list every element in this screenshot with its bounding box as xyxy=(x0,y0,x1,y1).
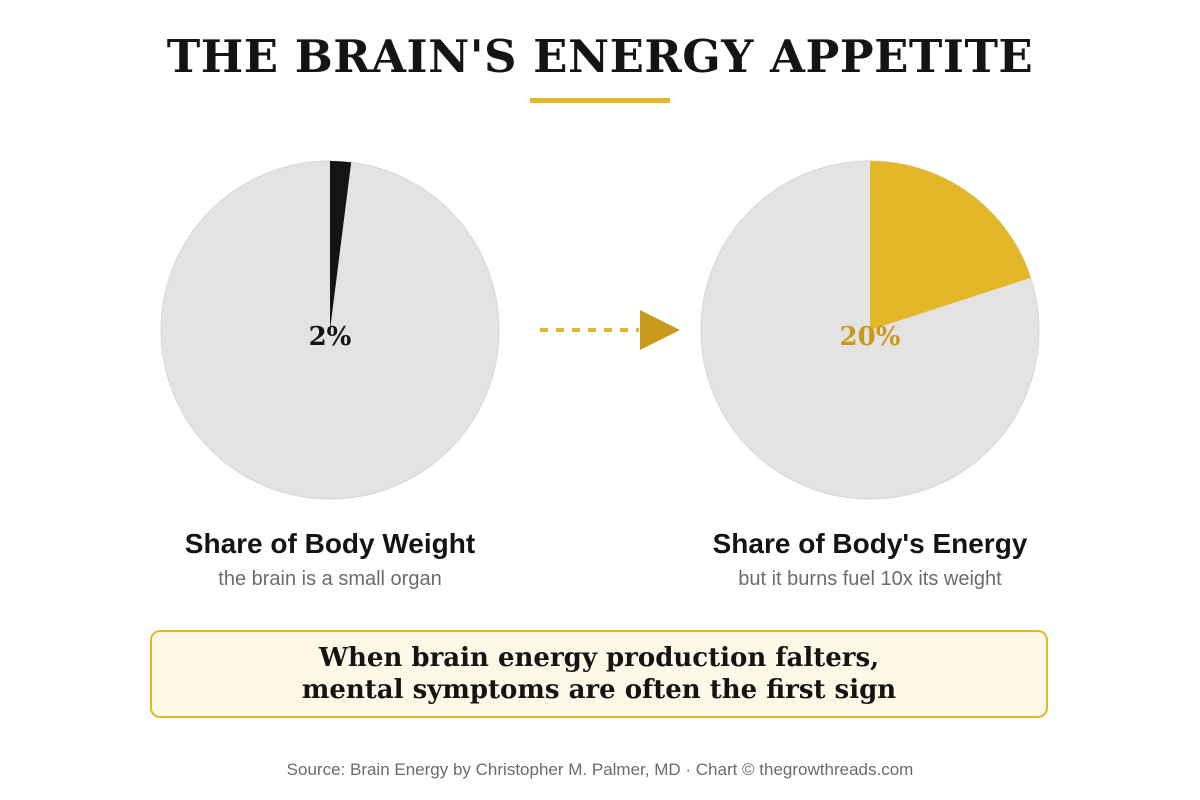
pie-value-label: 2% xyxy=(308,322,352,352)
pie-slice xyxy=(330,161,352,330)
pie-subtitle-body-weight: the brain is a small organ xyxy=(218,568,442,590)
pie-slice xyxy=(870,161,1031,330)
pie-title-body-energy: Share of Body's Energy xyxy=(712,528,1028,559)
title-underline xyxy=(530,98,670,103)
pie-chart-body-energy: 20% xyxy=(700,160,1040,500)
callout-line-1: When brain energy production falters, xyxy=(318,643,880,673)
source-credit: Source: Brain Energy by Christopher M. P… xyxy=(286,760,914,779)
pie-chart-body-weight: 2% xyxy=(160,160,500,500)
dashed-arrow-icon xyxy=(540,310,680,350)
callout-line-2: mental symptoms are often the first sign xyxy=(301,675,897,705)
pie-subtitle-body-energy: but it burns fuel 10x its weight xyxy=(738,568,1002,590)
pie-title-body-weight: Share of Body Weight xyxy=(184,528,476,559)
pie-svg-body-weight xyxy=(160,160,500,500)
pie-svg-body-energy xyxy=(700,160,1040,500)
chart-title: THE BRAIN'S ENERGY APPETITE xyxy=(166,30,1034,83)
pie-value-label: 20% xyxy=(839,322,901,352)
callout-box: When brain energy production falters, me… xyxy=(150,630,1048,718)
